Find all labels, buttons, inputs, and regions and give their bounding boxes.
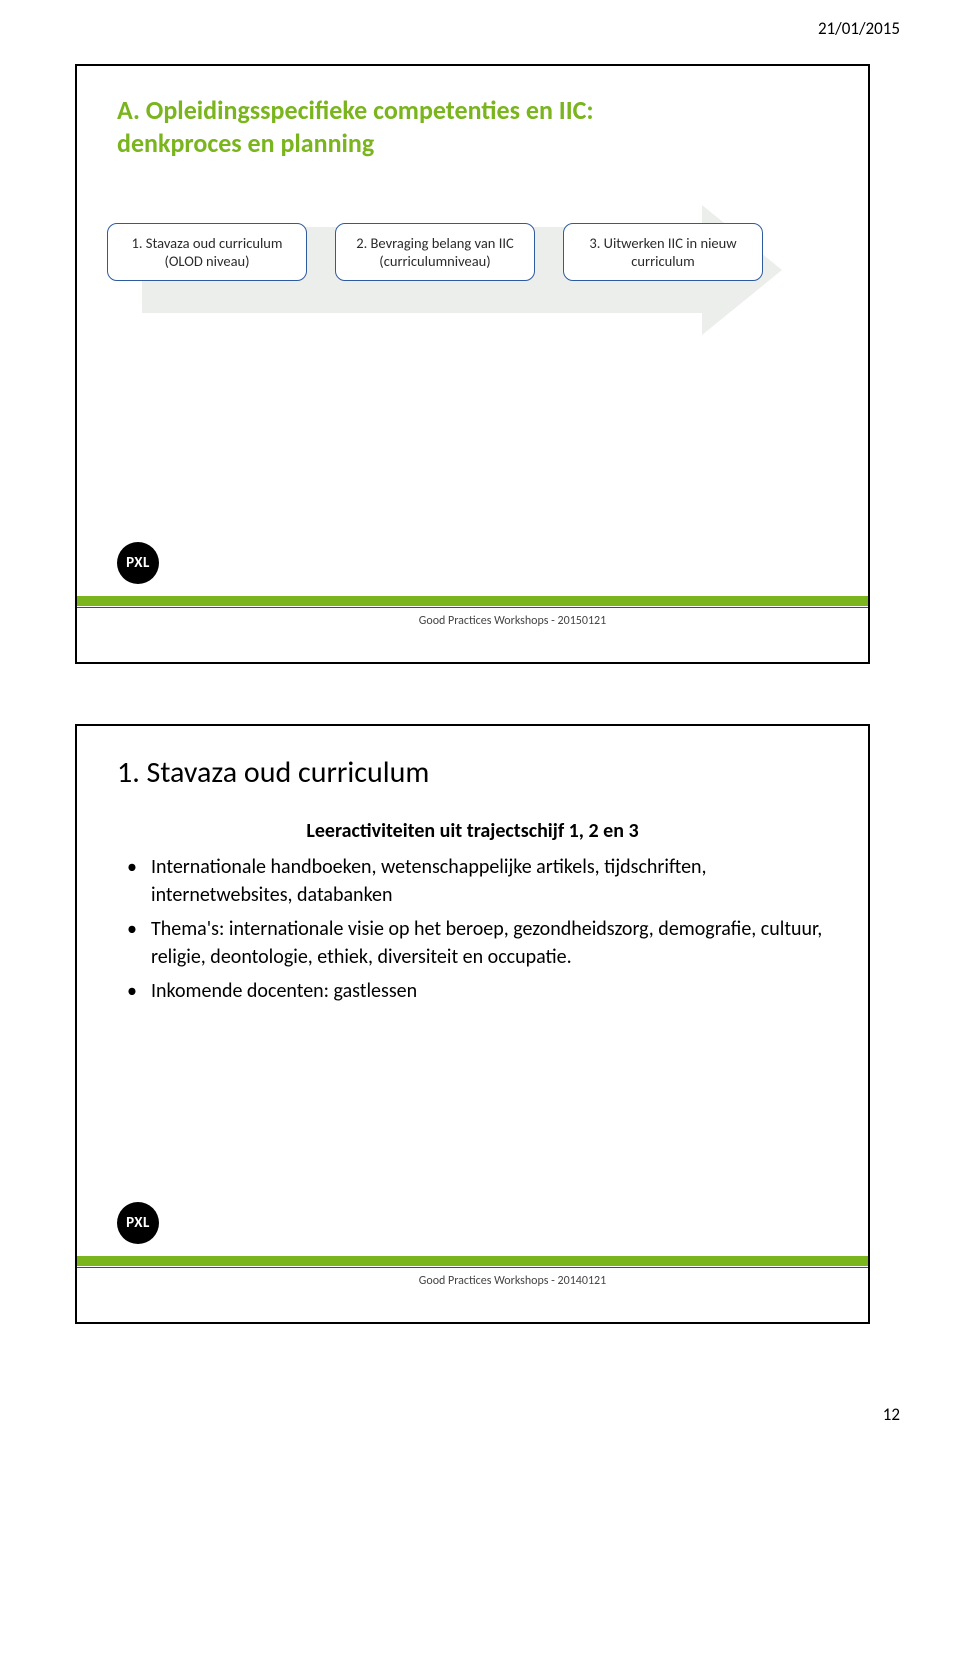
slide-1-inner: A. Opleidingsspecifieke competenties en …	[77, 66, 868, 662]
bullet-2: Thema's: internationale visie op het ber…	[127, 915, 828, 971]
pxl-logo-icon: PXL	[117, 542, 159, 584]
footer-bar	[77, 1256, 868, 1266]
slide-2-subtitle: Leeractiviteiten uit trajectschijf 1, 2 …	[117, 819, 828, 843]
slide-2-title: 1. Stavaza oud curriculum	[117, 754, 828, 791]
page-date: 21/01/2015	[0, 0, 960, 39]
slide-1-title: A. Opleidingsspecifieke competenties en …	[117, 94, 828, 159]
slide-1-title-line1: A. Opleidingsspecifieke competenties en …	[117, 94, 594, 126]
page-number: 12	[0, 1404, 960, 1453]
slide-2-inner: 1. Stavaza oud curriculum Leeractiviteit…	[77, 726, 868, 1322]
slide-1-footer-text: Good Practices Workshops - 20150121	[117, 614, 908, 628]
process-arrow-diagram: 1. Stavaza oud curriculum (OLOD niveau) …	[107, 199, 828, 369]
step-box-3: 3. Uitwerken IIC in nieuw curriculum	[563, 223, 763, 281]
slide-2-footer-text: Good Practices Workshops - 20140121	[117, 1274, 908, 1288]
slide-1-title-line2: denkproces en planning	[117, 127, 374, 159]
step-box-2: 2. Bevraging belang van IIC (curriculumn…	[335, 223, 535, 281]
step-box-1: 1. Stavaza oud curriculum (OLOD niveau)	[107, 223, 307, 281]
footer-bar	[77, 596, 868, 606]
pxl-logo-icon: PXL	[117, 1202, 159, 1244]
slide-2-bullets: Internationale handboeken, wetenschappel…	[127, 853, 828, 1005]
bullet-1: Internationale handboeken, wetenschappel…	[127, 853, 828, 909]
bullet-3: Inkomende docenten: gastlessen	[127, 977, 828, 1005]
slide-2: 1. Stavaza oud curriculum Leeractiviteit…	[75, 724, 870, 1324]
step-boxes: 1. Stavaza oud curriculum (OLOD niveau) …	[107, 223, 763, 281]
slide-1: A. Opleidingsspecifieke competenties en …	[75, 64, 870, 664]
